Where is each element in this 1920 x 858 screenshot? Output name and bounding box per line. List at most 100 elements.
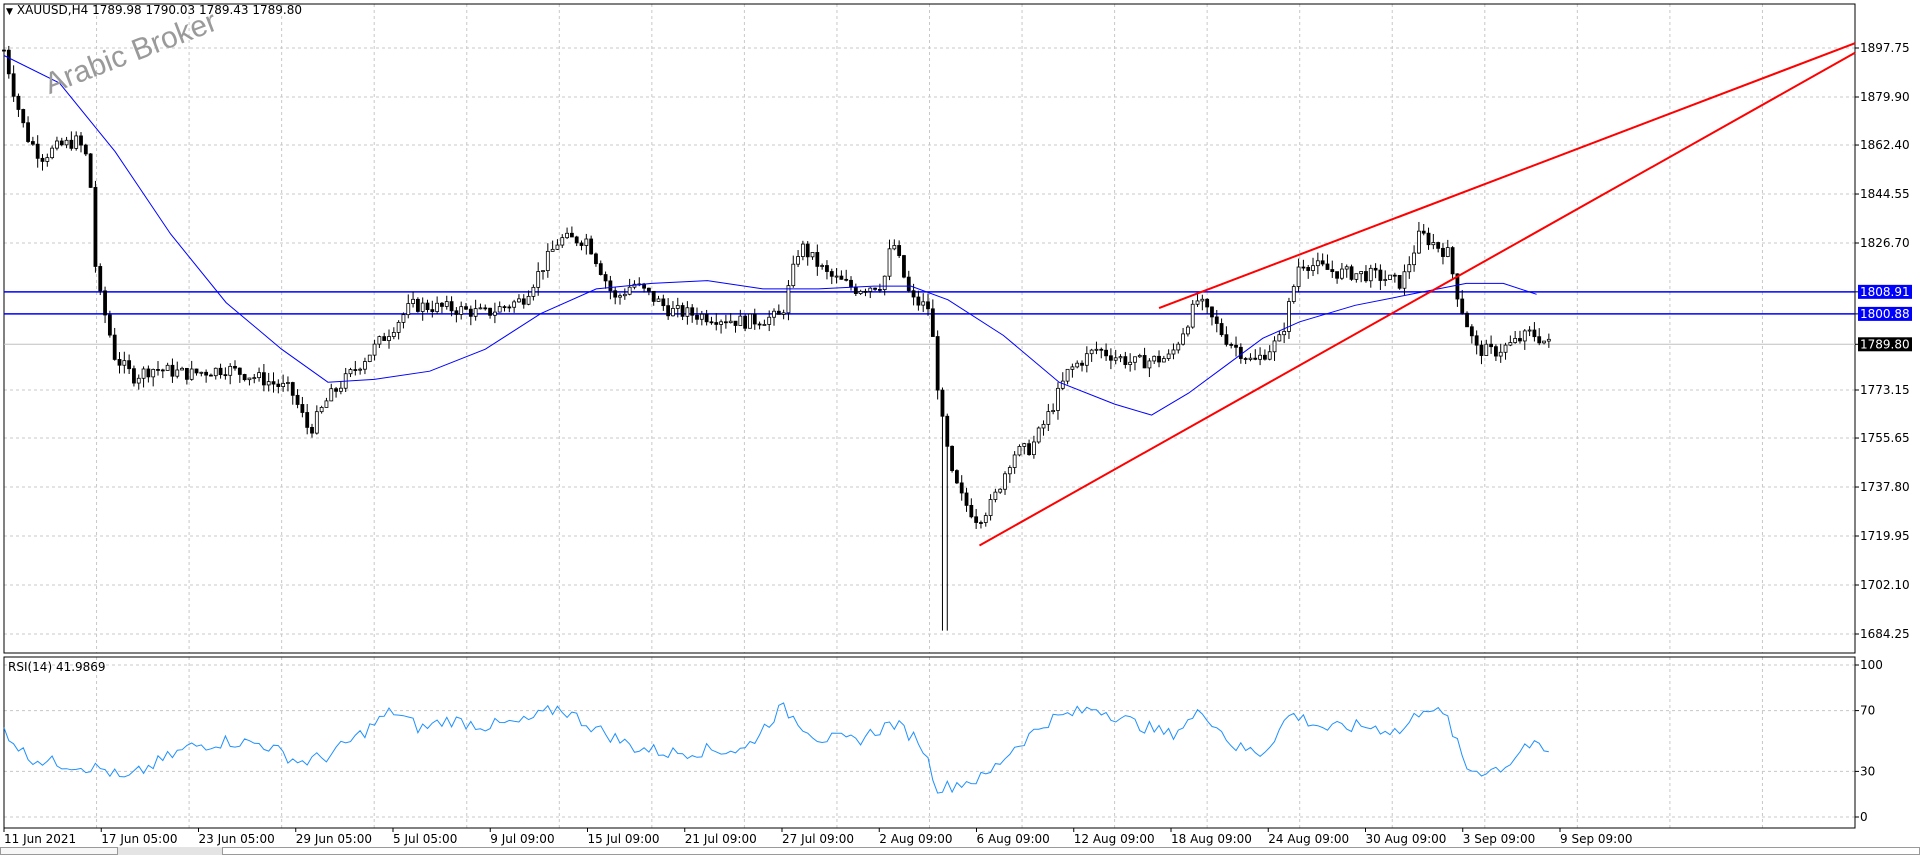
candle-body bbox=[377, 336, 382, 345]
candle-body bbox=[1498, 351, 1503, 357]
candle-body bbox=[959, 482, 964, 494]
candle-body bbox=[1364, 271, 1368, 282]
candle-body bbox=[1426, 232, 1431, 246]
candle-body bbox=[695, 314, 699, 320]
time-axis-label: 18 Aug 09:00 bbox=[1171, 832, 1252, 846]
candle-body bbox=[151, 369, 156, 378]
candle-body bbox=[204, 371, 209, 376]
price-axis-label: 1755.65 bbox=[1860, 431, 1910, 445]
candle-body bbox=[1301, 266, 1306, 269]
candles bbox=[2, 44, 1551, 631]
candle-body bbox=[752, 313, 757, 325]
price-axis-label: 1702.10 bbox=[1860, 578, 1910, 592]
candle-body bbox=[675, 305, 680, 309]
candle-body bbox=[319, 407, 324, 413]
rsi-line bbox=[3, 702, 1549, 794]
candle-body bbox=[748, 313, 752, 329]
chart-scroll-area[interactable] bbox=[222, 847, 1920, 855]
time-axis-label: 9 Sep 09:00 bbox=[1560, 832, 1632, 846]
candle-body bbox=[1527, 329, 1532, 332]
candle-body bbox=[1282, 331, 1287, 336]
candle-body bbox=[382, 336, 387, 341]
candle-body bbox=[107, 314, 112, 336]
candle-body bbox=[1412, 252, 1416, 266]
dropdown-triangle-icon[interactable]: ▼ bbox=[6, 7, 13, 17]
candle-body bbox=[1031, 441, 1036, 456]
candle-body bbox=[1123, 356, 1128, 365]
candle-body bbox=[1080, 362, 1084, 366]
candle-body bbox=[849, 279, 853, 288]
candle-body bbox=[954, 470, 959, 484]
candle-body bbox=[892, 245, 897, 250]
candle-body bbox=[79, 135, 83, 146]
candle-body bbox=[252, 377, 257, 380]
candle-body bbox=[1137, 355, 1142, 358]
candle-body bbox=[473, 308, 478, 317]
candle-body bbox=[112, 334, 117, 360]
candle-body bbox=[1229, 343, 1234, 346]
candle-body bbox=[1060, 380, 1065, 389]
candle-body bbox=[363, 361, 367, 370]
candle-body bbox=[1108, 355, 1113, 361]
candle-body bbox=[59, 140, 64, 146]
candle-body bbox=[127, 360, 132, 370]
candle-body bbox=[497, 306, 502, 313]
candle-body bbox=[1041, 423, 1046, 429]
candle-body bbox=[1017, 446, 1022, 456]
grid bbox=[4, 4, 1855, 828]
time-axis-label: 29 Jun 05:00 bbox=[296, 832, 372, 846]
candle-body bbox=[387, 336, 391, 341]
candle-body bbox=[1056, 387, 1060, 411]
candle-body bbox=[237, 367, 242, 375]
candle-body bbox=[1084, 353, 1089, 366]
candle-body bbox=[1296, 266, 1301, 287]
chart-tab-active[interactable] bbox=[0, 847, 118, 855]
candle-body bbox=[618, 295, 622, 298]
candle-body bbox=[738, 315, 743, 326]
time-axis-label: 6 Aug 09:00 bbox=[977, 832, 1050, 846]
time-axis-label: 12 Aug 09:00 bbox=[1074, 832, 1155, 846]
candle-body bbox=[1378, 269, 1383, 281]
candle-body bbox=[367, 354, 372, 362]
candle-body bbox=[1195, 300, 1200, 305]
candle-body bbox=[1450, 247, 1455, 275]
time-axis-label: 23 Jun 05:00 bbox=[199, 832, 275, 846]
candle-body bbox=[64, 139, 69, 146]
candle-body bbox=[194, 368, 199, 374]
candle-body bbox=[964, 492, 969, 506]
candle-body bbox=[829, 271, 834, 277]
symbol-ohlc-text: XAUUSD,H4 1789.98 1790.03 1789.43 1789.8… bbox=[16, 3, 302, 17]
candle-body bbox=[1003, 473, 1007, 490]
candle-body bbox=[468, 308, 473, 317]
time-axis[interactable]: 11 Jun 2021 17 Jun 05:00 23 Jun 05:00 29 Ju… bbox=[3, 828, 1632, 846]
candle-body bbox=[483, 307, 488, 310]
candle-body bbox=[685, 307, 690, 317]
candle-body bbox=[1494, 346, 1498, 357]
candle-body bbox=[512, 301, 517, 308]
candle-body bbox=[699, 313, 704, 320]
candle-body bbox=[536, 271, 541, 288]
horizontal-levels[interactable] bbox=[4, 291, 1855, 345]
main-panel-frame bbox=[3, 3, 1856, 654]
candle-body bbox=[565, 232, 569, 239]
rsi-axis-label: 0 bbox=[1860, 810, 1868, 824]
candle-body bbox=[1185, 326, 1190, 335]
candle-body bbox=[974, 516, 979, 523]
price-axis[interactable]: 1897.75 1879.90 1862.40 1844.55 1826.70 1808.… bbox=[1855, 41, 1912, 824]
candle-body bbox=[863, 290, 868, 293]
moving-average bbox=[3, 55, 1537, 416]
moving-average-line bbox=[3, 55, 1537, 416]
candle-body bbox=[579, 242, 584, 246]
price-axis-label: 1844.55 bbox=[1860, 187, 1910, 201]
trendlines[interactable] bbox=[978, 42, 1856, 547]
candle-body bbox=[935, 336, 940, 391]
candle-body bbox=[50, 147, 55, 159]
candle-body bbox=[1421, 230, 1426, 234]
candle-body bbox=[714, 322, 719, 325]
time-axis-label: 3 Sep 09:00 bbox=[1463, 832, 1535, 846]
candle-body bbox=[545, 250, 550, 271]
candle-body bbox=[401, 314, 406, 323]
candle-body bbox=[295, 394, 300, 405]
